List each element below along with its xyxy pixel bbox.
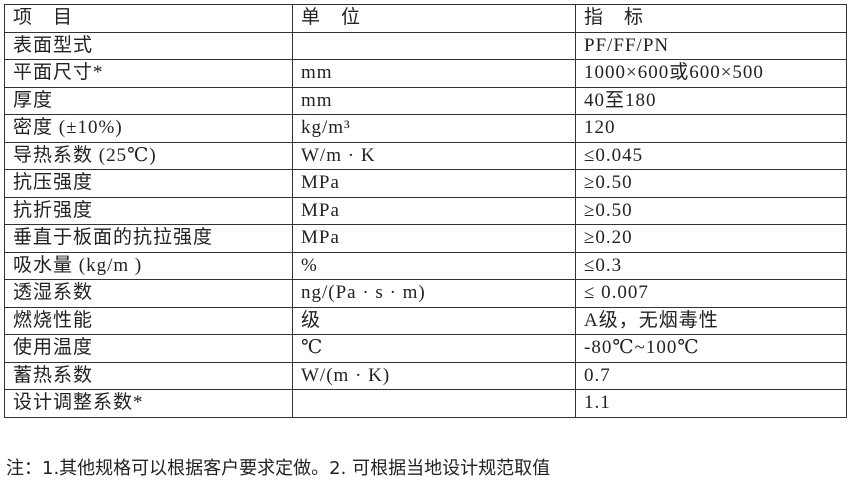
- cell-unit: %: [292, 251, 576, 280]
- table-row: 透湿系数 ng/(Pa · s · m) ≤ 0.007: [4, 279, 847, 308]
- cell-value: ≥0.50: [575, 169, 847, 198]
- table-row: 密度 (±10%) kg/m³ 120: [4, 114, 847, 143]
- cell-value: ≤ 0.007: [575, 279, 847, 308]
- cell-item: 平面尺寸*: [4, 59, 293, 88]
- table-row: 吸水量 (kg/m )% ≤0.3: [4, 251, 847, 280]
- cell-item: 抗折强度: [4, 196, 293, 225]
- cell-unit: kg/m³: [292, 114, 576, 143]
- cell-item: 厚度: [4, 86, 293, 115]
- table-row: 燃烧性能级 A级，无烟毒性: [4, 306, 847, 335]
- cell-item: 导热系数 (25℃): [4, 141, 293, 170]
- cell-item: 密度 (±10%): [4, 114, 293, 143]
- cell-item: 燃烧性能: [4, 306, 293, 335]
- cell-item: 表面型式: [4, 31, 293, 60]
- cell-item: 设计调整系数*: [4, 389, 293, 418]
- header-value: 指 标: [575, 4, 847, 33]
- cell-value: ≤0.045: [575, 141, 847, 170]
- cell-unit: mm: [292, 59, 576, 88]
- table-row: 蓄热系数 W/(m · K) 0.7: [4, 361, 847, 390]
- table-row: 抗折强度 MPa ≥0.50: [4, 196, 847, 225]
- cell-item: 蓄热系数: [4, 361, 293, 390]
- cell-item: 透湿系数: [4, 279, 293, 308]
- table-row: 平面尺寸* mm 1000×600或600×500: [4, 59, 847, 88]
- cell-value: 1.1: [575, 389, 847, 418]
- cell-unit: W/(m · K): [292, 361, 576, 390]
- cell-unit: [292, 389, 576, 418]
- table-row: 厚度 mm 40至180: [4, 86, 847, 115]
- cell-unit: W/m · K: [292, 141, 576, 170]
- spec-table: 项 目 单 位 指 标 表面型式 PF/FF/PN 平面尺寸* mm 1000×600或…: [4, 4, 847, 418]
- cell-value: ≤0.3: [575, 251, 847, 280]
- table-row: 导热系数 (25℃) W/m · K ≤0.045: [4, 141, 847, 170]
- cell-unit: mm: [292, 86, 576, 115]
- table-row: 使用温度 ℃ -80℃~100℃: [4, 334, 847, 363]
- cell-value: A级，无烟毒性: [575, 306, 847, 335]
- cell-value: 1000×600或600×500: [575, 59, 847, 88]
- cell-unit: MPa: [292, 196, 576, 225]
- cell-unit: [292, 31, 576, 60]
- cell-item: 使用温度: [4, 334, 293, 363]
- table-row: 垂直于板面的抗拉强度 MPa ≥0.20: [4, 224, 847, 253]
- table-row: 表面型式 PF/FF/PN: [4, 31, 847, 60]
- header-unit: 单 位: [292, 4, 576, 33]
- cell-value: 40至180: [575, 86, 847, 115]
- cell-value: 120: [575, 114, 847, 143]
- cell-value: 0.7: [575, 361, 847, 390]
- cell-value: PF/FF/PN: [575, 31, 847, 60]
- header-item: 项 目: [4, 4, 293, 33]
- table-header-row: 项 目 单 位 指 标: [4, 4, 847, 33]
- cell-unit: 级: [292, 306, 576, 335]
- cell-unit: ng/(Pa · s · m): [292, 279, 576, 308]
- cell-item: 抗压强度: [4, 169, 293, 198]
- cell-unit: ℃: [292, 334, 576, 363]
- table-row: 抗压强度 MPa ≥0.50: [4, 169, 847, 198]
- cell-value: -80℃~100℃: [575, 334, 847, 363]
- cell-value: ≥0.50: [575, 196, 847, 225]
- cell-item: 垂直于板面的抗拉强度: [4, 224, 293, 253]
- footnote: 注：1.其他规格可以根据客户要求定做。2. 可根据当地设计规范取值: [6, 458, 551, 479]
- table-row: 设计调整系数* 1.1: [4, 389, 847, 418]
- cell-item: 吸水量 (kg/m ): [4, 251, 293, 280]
- cell-value: ≥0.20: [575, 224, 847, 253]
- cell-unit: MPa: [292, 169, 576, 198]
- cell-unit: MPa: [292, 224, 576, 253]
